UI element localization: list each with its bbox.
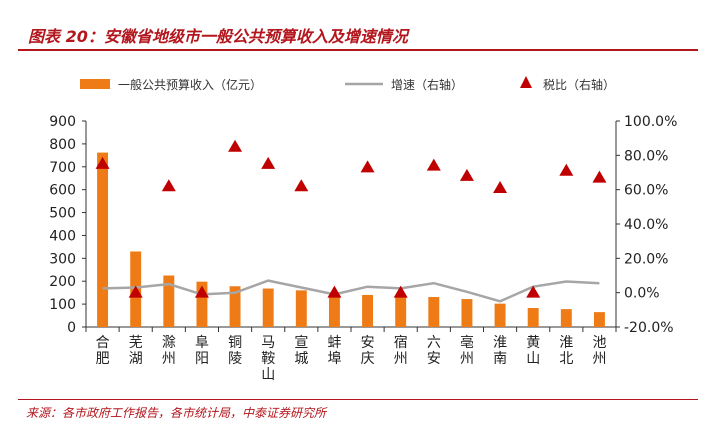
left-tick-label: 0 [67, 320, 76, 336]
tax-marker-芜湖 [128, 285, 143, 298]
bar-蚌埠 [328, 295, 340, 327]
category-label-黄山: 黄山 [526, 334, 540, 367]
chart-title: 图表 20：安徽省地级市一般公共预算收入及增速情况 [28, 27, 408, 46]
category-label-阜阳: 阜阳 [195, 334, 209, 367]
bar-series [97, 152, 605, 327]
tax-marker-滁州 [161, 179, 176, 192]
left-tick-label: 300 [49, 251, 76, 267]
tax-marker-宿州 [393, 285, 408, 298]
combo-chart: 一般公共预算收入（亿元） 增速（右轴） 税比（右轴） 0 100 200 300 400 50… [49, 76, 677, 383]
bar-宣城 [295, 290, 307, 327]
bar-亳州 [461, 299, 473, 327]
right-tick-label: 0.0% [624, 286, 660, 302]
left-tick-label: 800 [49, 137, 76, 153]
category-label-淮北: 淮北 [559, 335, 573, 367]
source-divider [18, 399, 698, 400]
category-label-滁州: 滁州 [162, 335, 176, 367]
bar-黄山 [527, 308, 539, 327]
category-label-安庆: 安庆 [361, 335, 375, 367]
legend-marker-swatch [520, 76, 532, 88]
source-note: 来源：各市政府工作报告，各市统计局，中泰证券研究所 [26, 406, 327, 420]
tax-marker-宣城 [294, 179, 309, 192]
category-label-马鞍山: 马鞍山 [261, 335, 275, 383]
category-label-亳州: 亳州 [460, 334, 474, 367]
left-tick-label: 500 [49, 206, 76, 222]
right-tick-label: 80.0% [624, 148, 668, 164]
title-bar: 图表 20：安徽省地级市一般公共预算收入及增速情况 [18, 0, 698, 58]
category-label-蚌埠: 蚌埠 [327, 335, 341, 367]
growth-line-series [102, 279, 600, 303]
category-label-芜湖: 芜湖 [129, 334, 143, 367]
legend-line-label: 增速（右轴） [391, 77, 463, 92]
bar-阜阳 [196, 281, 208, 327]
bar-池州 [593, 312, 605, 327]
right-tick-label: 60.0% [624, 183, 668, 199]
tax-marker-阜阳 [194, 285, 209, 298]
category-label-宣城: 宣城 [294, 335, 308, 367]
category-label-六安: 六安 [427, 335, 441, 367]
legend-bar-label: 一般公共预算收入（亿元） [118, 77, 262, 92]
left-tick-label: 900 [49, 114, 76, 130]
category-label-池州: 池州 [592, 335, 606, 367]
bar-马鞍山 [262, 288, 274, 327]
left-tick-label: 200 [49, 274, 76, 290]
left-tick-label: 100 [49, 297, 76, 313]
right-tick-label: 100.0% [624, 114, 677, 130]
tax-marker-池州 [592, 170, 607, 183]
category-label-宿州: 宿州 [394, 334, 408, 367]
tax-marker-安庆 [360, 160, 375, 173]
tax-marker-黄山 [526, 285, 541, 298]
tax-marker-淮北 [559, 163, 574, 176]
tax-marker-马鞍山 [261, 156, 276, 169]
tax-marker-亳州 [459, 168, 474, 181]
category-label-合肥: 合肥 [96, 335, 110, 367]
tax-marker-合肥 [95, 156, 110, 169]
legend: 一般公共预算收入（亿元） 增速（右轴） 税比（右轴） [80, 76, 615, 92]
left-tick-label: 600 [49, 183, 76, 199]
title-divider [18, 49, 698, 51]
bar-淮北 [560, 309, 572, 327]
tax-marker-蚌埠 [327, 285, 342, 298]
left-tick-label: 700 [49, 160, 76, 176]
bar-合肥 [97, 152, 109, 327]
bar-六安 [428, 297, 440, 327]
left-tick-label: 400 [49, 228, 76, 244]
bar-滁州 [163, 275, 175, 327]
tax-marker-六安 [426, 158, 441, 171]
right-tick-label: 40.0% [624, 217, 668, 233]
bar-铜陵 [229, 286, 241, 327]
tax-marker-淮南 [493, 180, 508, 193]
tax-ratio-series [95, 139, 607, 298]
axes: 0 100 200 300 400 500 600 700 800 900 -20.0% 0.0% 20… [49, 114, 677, 336]
right-tick-label: 20.0% [624, 251, 668, 267]
legend-marker-label: 税比（右轴） [543, 77, 615, 92]
legend-bar-swatch [80, 79, 110, 89]
category-label-淮南: 淮南 [493, 335, 507, 367]
category-label-铜陵: 铜陵 [228, 335, 242, 367]
bar-淮南 [494, 303, 506, 327]
growth-line [102, 279, 600, 303]
tax-marker-铜陵 [228, 139, 243, 152]
right-tick-label: -20.0% [624, 320, 674, 336]
bar-安庆 [362, 294, 374, 327]
bar-宿州 [395, 295, 407, 327]
